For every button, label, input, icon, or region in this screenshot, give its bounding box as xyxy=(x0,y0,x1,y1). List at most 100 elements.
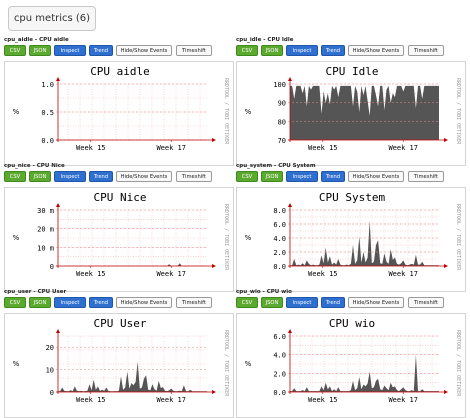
hide-button[interactable]: Hide/Show Events xyxy=(116,45,172,56)
page-title-tab[interactable]: cpu metrics (6) xyxy=(8,6,96,31)
y-tick-label: 2.0 xyxy=(273,249,286,257)
hide-button[interactable]: Hide/Show Events xyxy=(116,171,172,182)
x-axis-arrow xyxy=(212,138,216,142)
timeshift-button[interactable]: Timeshift xyxy=(408,45,444,56)
trend-button[interactable]: Trend xyxy=(89,171,113,182)
y-tick-label: 0.0 xyxy=(273,263,286,271)
y-axis-label: % xyxy=(245,234,252,242)
csv-button[interactable]: CSV xyxy=(4,297,26,308)
timeshift-button[interactable]: Timeshift xyxy=(408,171,444,182)
rrd-graph[interactable]: CPU wio 0.0 2.0 4.0 6.0% Week 15 Week 17 RRDTOO… xyxy=(236,313,466,418)
json-button[interactable]: JSON xyxy=(29,171,51,182)
csv-button[interactable]: CSV xyxy=(236,45,258,56)
json-button[interactable]: JSON xyxy=(261,297,283,308)
csv-button[interactable]: CSV xyxy=(4,45,26,56)
metric-panel: cpu_system - CPU System CSV JSON Inspect Tre… xyxy=(236,163,466,292)
y-tick-label: 20 m xyxy=(37,226,54,234)
y-axis-arrow xyxy=(288,203,292,207)
y-tick-label: 30 m xyxy=(37,207,54,215)
metric-panel: cpu_nice - CPU Nice CSV JSON Inspect Trend Hi… xyxy=(4,163,234,292)
series-area xyxy=(58,263,207,266)
trend-button[interactable]: Trend xyxy=(321,297,345,308)
rrdtool-watermark: RRDTOOL / TOBI OETIKER xyxy=(223,78,229,145)
csv-button[interactable]: CSV xyxy=(236,171,258,182)
rrdtool-watermark: RRDTOOL / TOBI OETIKER xyxy=(455,78,461,145)
json-button[interactable]: JSON xyxy=(261,171,283,182)
y-tick-label: 6.0 xyxy=(273,333,286,341)
chart-title: CPU wio xyxy=(329,317,375,330)
inspect-button[interactable]: Inspect xyxy=(286,297,318,308)
inspect-button[interactable]: Inspect xyxy=(54,171,86,182)
y-tick-label: 90 xyxy=(278,100,286,108)
y-axis-label: % xyxy=(245,360,252,368)
page-title: cpu metrics (6) xyxy=(13,13,91,24)
y-axis-arrow xyxy=(288,77,292,81)
csv-button[interactable]: CSV xyxy=(4,171,26,182)
x-tick-label: Week 15 xyxy=(308,144,338,152)
y-tick-label: 0.0 xyxy=(41,137,54,145)
inspect-button[interactable]: Inspect xyxy=(54,297,86,308)
x-axis-arrow xyxy=(444,390,448,394)
timeshift-button[interactable]: Timeshift xyxy=(408,297,444,308)
y-tick-label: 2.0 xyxy=(273,370,286,378)
y-tick-label: 4.0 xyxy=(273,235,286,243)
series-area xyxy=(58,361,207,392)
chart-svg: CPU User 0 10 20% Week 15 Week 17 RRDTOOL / TO… xyxy=(13,317,229,404)
x-tick-label: Week 15 xyxy=(76,270,106,278)
x-tick-label: Week 15 xyxy=(308,396,338,404)
rrd-graph[interactable]: CPU aidle 0.0 0.5 1.0% Week 15 Week 17 RRDTOOL… xyxy=(4,61,234,166)
y-axis-arrow xyxy=(56,329,60,333)
timeshift-button[interactable]: Timeshift xyxy=(176,45,212,56)
x-axis-arrow xyxy=(444,138,448,142)
y-tick-label: 10 m xyxy=(37,244,54,252)
trend-button[interactable]: Trend xyxy=(321,171,345,182)
x-tick-label: Week 17 xyxy=(388,144,418,152)
chart-svg: CPU Idle 70 80 90 100% Week 15 Week 17 RRDTOOL … xyxy=(245,65,461,152)
panel-title: cpu_system - CPU System xyxy=(236,163,316,169)
y-tick-label: 4.0 xyxy=(273,352,286,360)
trend-button[interactable]: Trend xyxy=(89,297,113,308)
rrd-graph[interactable]: CPU Nice 0 10 m 20 m 30 m% Week 15 Week 17 RRDT… xyxy=(4,187,234,292)
inspect-button[interactable]: Inspect xyxy=(286,171,318,182)
chart-title: CPU aidle xyxy=(90,65,150,78)
metric-panel: cpu_idle - CPU Idle CSV JSON Inspect Trend Hi… xyxy=(236,37,466,166)
hide-button[interactable]: Hide/Show Events xyxy=(116,297,172,308)
timeshift-button[interactable]: Timeshift xyxy=(176,171,212,182)
x-axis-arrow xyxy=(212,264,216,268)
chart-svg: CPU System 0.0 2.0 4.0 6.0 8.0% Week 15 Week 17… xyxy=(245,191,461,278)
y-tick-label: 1.0 xyxy=(41,81,54,89)
y-axis-arrow xyxy=(288,329,292,333)
inspect-button[interactable]: Inspect xyxy=(286,45,318,56)
x-tick-label: Week 15 xyxy=(76,144,106,152)
hide-button[interactable]: Hide/Show Events xyxy=(348,171,404,182)
rrd-graph[interactable]: CPU Idle 70 80 90 100% Week 15 Week 17 RRDTOOL … xyxy=(236,61,466,166)
rrdtool-watermark: RRDTOOL / TOBI OETIKER xyxy=(455,330,461,397)
chart-title: CPU System xyxy=(319,191,386,204)
rrd-graph[interactable]: CPU System 0.0 2.0 4.0 6.0 8.0% Week 15 Week 17… xyxy=(236,187,466,292)
y-tick-label: 6.0 xyxy=(273,221,286,229)
rrd-graph[interactable]: CPU User 0 10 20% Week 15 Week 17 RRDTOOL / TO… xyxy=(4,313,234,418)
series-area xyxy=(290,220,439,266)
x-tick-label: Week 17 xyxy=(156,270,186,278)
y-axis-label: % xyxy=(13,360,20,368)
panel-title: cpu_wio - CPU wio xyxy=(236,289,292,295)
y-axis-label: % xyxy=(245,108,252,116)
y-axis-label: % xyxy=(13,108,20,116)
hide-button[interactable]: Hide/Show Events xyxy=(348,45,404,56)
hide-button[interactable]: Hide/Show Events xyxy=(348,297,404,308)
panel-title: cpu_aidle - CPU aidle xyxy=(4,37,69,43)
timeshift-button[interactable]: Timeshift xyxy=(176,297,212,308)
json-button[interactable]: JSON xyxy=(29,45,51,56)
y-tick-label: 80 xyxy=(278,118,286,126)
trend-button[interactable]: Trend xyxy=(89,45,113,56)
y-tick-label: 8.0 xyxy=(273,207,286,215)
metric-panel: cpu_wio - CPU wio CSV JSON Inspect Trend Hide… xyxy=(236,289,466,418)
x-tick-label: Week 17 xyxy=(156,396,186,404)
json-button[interactable]: JSON xyxy=(261,45,283,56)
inspect-button[interactable]: Inspect xyxy=(54,45,86,56)
x-axis-arrow xyxy=(212,390,216,394)
trend-button[interactable]: Trend xyxy=(321,45,345,56)
csv-button[interactable]: CSV xyxy=(236,297,258,308)
x-tick-label: Week 15 xyxy=(308,270,338,278)
json-button[interactable]: JSON xyxy=(29,297,51,308)
